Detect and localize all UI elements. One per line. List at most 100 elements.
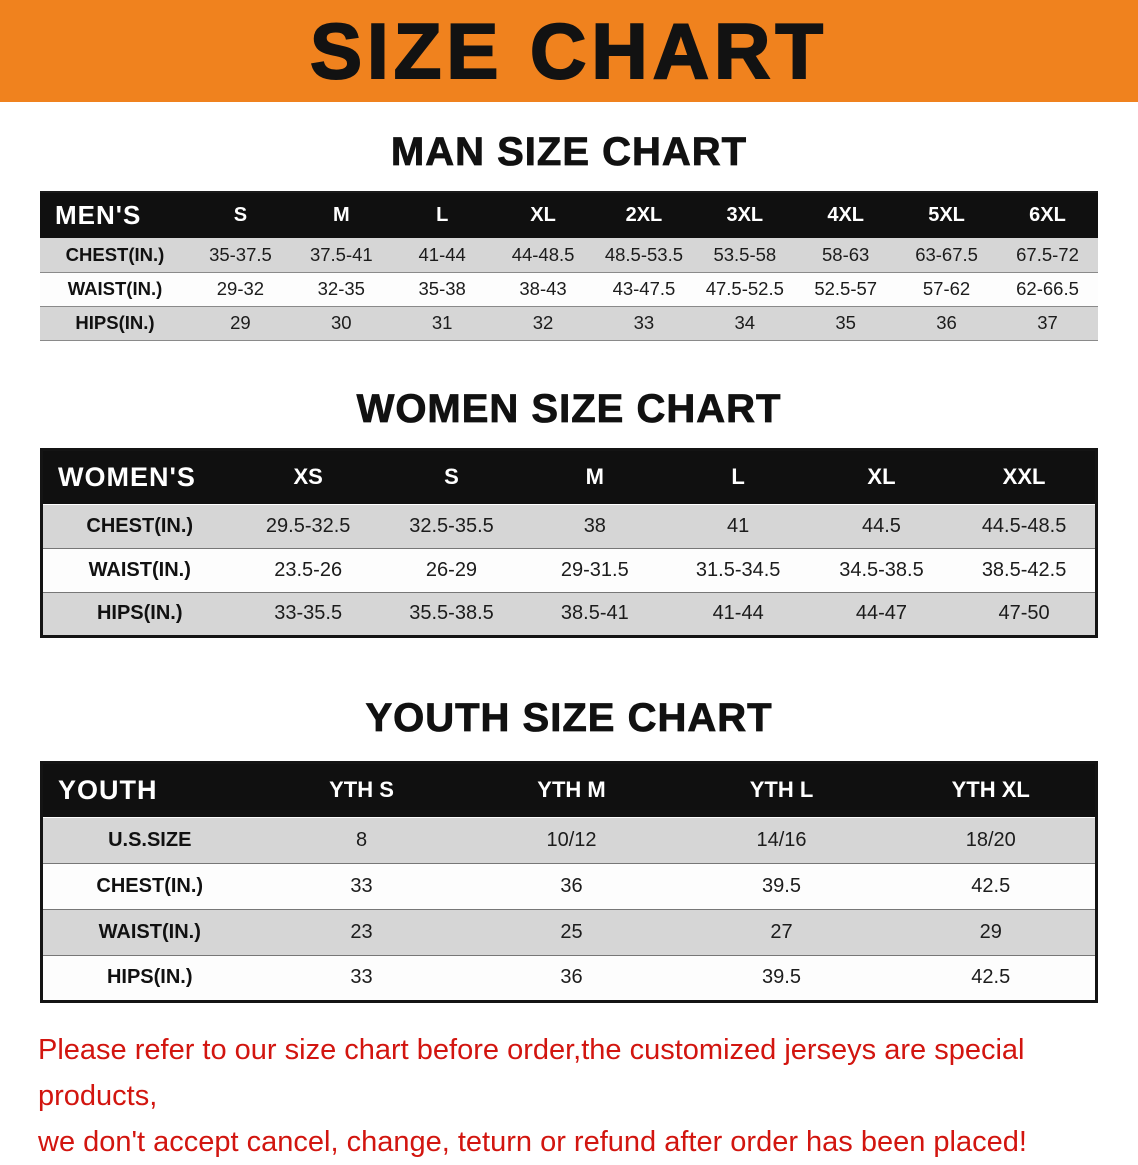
measurement-cell: 35-38 (391, 272, 493, 307)
measurement-cell: 57-62 (896, 272, 997, 307)
row-label: WAIST(IN.) (40, 272, 190, 307)
measurement-cell: 47-50 (953, 591, 1097, 636)
row-label: CHEST(IN.) (40, 238, 190, 273)
measurement-cell: 33 (256, 954, 467, 1001)
table-title-cell: YOUTH (58, 774, 158, 805)
size-column-header: XL (530, 204, 556, 226)
youth-table-wrapper: YOUTH YTH S YTH M YTH L YTH XL U.S.SIZE 8 10/1… (0, 760, 1138, 1003)
banner: SIZE CHART (0, 0, 1138, 102)
measurement-cell: 44.5-48.5 (953, 503, 1097, 548)
women-table-wrapper: WOMEN'S XS S M L XL XXL CHEST(IN.) 29.5-32.5 32.… (0, 447, 1138, 638)
measurement-cell: 42.5 (886, 954, 1097, 1001)
men-section: MAN SIZE CHART MEN'S S M L XL 2XL 3XL 4XL 5XL 6XL… (0, 130, 1138, 341)
measurement-cell: 41-44 (391, 238, 493, 273)
table-header-row: WOMEN'S XS S M L XL XXL (41, 449, 1097, 504)
row-label: HIPS(IN.) (40, 306, 190, 341)
women-section: WOMEN SIZE CHART WOMEN'S XS S M L XL XXL CHEST… (0, 386, 1138, 638)
men-section-heading: MAN SIZE CHART (390, 130, 748, 175)
measurement-cell: 32.5-35.5 (379, 503, 524, 548)
size-column-header: 6XL (1029, 204, 1066, 226)
measurement-cell: 26-29 (379, 547, 524, 592)
row-label: HIPS(IN.) (41, 954, 257, 1001)
measurement-cell: 31.5-34.5 (666, 547, 810, 592)
page-title: SIZE CHART (309, 7, 828, 95)
measurement-cell: 38.5-42.5 (953, 547, 1097, 592)
table-header-row: YOUTH YTH S YTH M YTH L YTH XL (41, 762, 1097, 817)
measurement-cell: 37.5-41 (290, 238, 392, 273)
women-section-heading: WOMEN SIZE CHART (356, 386, 782, 431)
table-row: U.S.SIZE 8 10/12 14/16 18/20 (41, 816, 1097, 863)
disclaimer-line-1: Please refer to our size chart before or… (38, 1033, 1025, 1112)
size-column-header: 2XL (625, 204, 663, 226)
size-column-header: S (444, 464, 459, 489)
disclaimer: Please refer to our size chart before or… (0, 1003, 1138, 1165)
measurement-cell: 37 (997, 306, 1098, 341)
measurement-cell: 52.5-57 (795, 272, 897, 307)
table-row: CHEST(IN.) 35-37.5 37.5-41 41-44 44-48.5 48.5… (40, 238, 1098, 273)
table-header-row: MEN'S S M L XL 2XL 3XL 4XL 5XL 6XL (40, 192, 1098, 238)
measurement-cell: 44-48.5 (492, 238, 594, 273)
size-column-header: 3XL (726, 204, 764, 226)
row-label: WAIST(IN.) (41, 547, 237, 592)
table-row: CHEST(IN.) 33 36 39.5 42.5 (41, 862, 1097, 909)
size-column-header: 4XL (827, 204, 865, 226)
measurement-cell: 43-47.5 (593, 272, 695, 307)
table-row: HIPS(IN.) 29 30 31 32 33 34 35 36 37 (40, 306, 1098, 341)
measurement-cell: 35 (795, 306, 897, 341)
measurement-cell: 33-35.5 (236, 591, 380, 636)
measurement-cell: 44-47 (809, 591, 954, 636)
measurement-cell: 29 (886, 908, 1097, 955)
row-label: HIPS(IN.) (41, 591, 237, 636)
size-column-header: L (436, 204, 449, 226)
measurement-cell: 58-63 (795, 238, 897, 273)
table-row: WAIST(IN.) 29-32 32-35 35-38 38-43 43-47.5 47.… (40, 272, 1098, 307)
measurement-cell: 38 (523, 503, 667, 548)
table-row: CHEST(IN.) 29.5-32.5 32.5-35.5 38 41 44.5 44.5… (41, 503, 1097, 548)
measurement-cell: 39.5 (676, 862, 887, 909)
row-label: CHEST(IN.) (41, 862, 257, 909)
size-column-header: M (585, 464, 604, 489)
men-size-table: MEN'S S M L XL 2XL 3XL 4XL 5XL 6XL CHEST(IN.) 35-3… (40, 191, 1098, 341)
measurement-cell: 23 (256, 908, 467, 955)
measurement-cell: 32-35 (290, 272, 392, 307)
youth-section: YOUTH SIZE CHART YOUTH YTH S YTH M YTH L YTH… (0, 695, 1138, 1003)
measurement-cell: 38.5-41 (523, 591, 667, 636)
measurement-cell: 29-32 (190, 272, 291, 307)
table-title-cell: WOMEN'S (58, 461, 196, 492)
measurement-cell: 14/16 (676, 816, 887, 863)
size-column-header: YTH XL (951, 777, 1030, 802)
measurement-cell: 38-43 (492, 272, 594, 307)
size-column-header: S (233, 204, 248, 226)
measurement-cell: 29-31.5 (523, 547, 667, 592)
size-column-header: M (332, 204, 350, 226)
size-column-header: YTH L (749, 777, 814, 802)
measurement-cell: 33 (256, 862, 467, 909)
measurement-cell: 27 (676, 908, 887, 955)
size-column-header: XL (867, 464, 896, 489)
measurement-cell: 47.5-52.5 (694, 272, 796, 307)
measurement-cell: 62-66.5 (997, 272, 1098, 307)
men-table-wrapper: MEN'S S M L XL 2XL 3XL 4XL 5XL 6XL CHEST(IN.) 35-3… (0, 191, 1138, 341)
measurement-cell: 34.5-38.5 (809, 547, 954, 592)
row-label: WAIST(IN.) (41, 908, 257, 955)
measurement-cell: 41 (666, 503, 810, 548)
measurement-cell: 29 (190, 306, 291, 341)
measurement-cell: 10/12 (466, 816, 677, 863)
measurement-cell: 44.5 (809, 503, 954, 548)
measurement-cell: 25 (466, 908, 677, 955)
measurement-cell: 53.5-58 (694, 238, 796, 273)
measurement-cell: 67.5-72 (997, 238, 1098, 273)
measurement-cell: 31 (391, 306, 493, 341)
table-row: HIPS(IN.) 33 36 39.5 42.5 (41, 954, 1097, 1001)
measurement-cell: 30 (290, 306, 392, 341)
table-row: WAIST(IN.) 23 25 27 29 (41, 908, 1097, 955)
measurement-cell: 35.5-38.5 (379, 591, 524, 636)
size-column-header: XXL (1002, 464, 1046, 489)
youth-size-table: YOUTH YTH S YTH M YTH L YTH XL U.S.SIZE 8 10/1… (40, 760, 1098, 1003)
measurement-cell: 23.5-26 (236, 547, 380, 592)
measurement-cell: 39.5 (676, 954, 887, 1001)
table-row: HIPS(IN.) 33-35.5 35.5-38.5 38.5-41 41-44 44-… (41, 591, 1097, 636)
measurement-cell: 41-44 (666, 591, 810, 636)
measurement-cell: 33 (593, 306, 695, 341)
